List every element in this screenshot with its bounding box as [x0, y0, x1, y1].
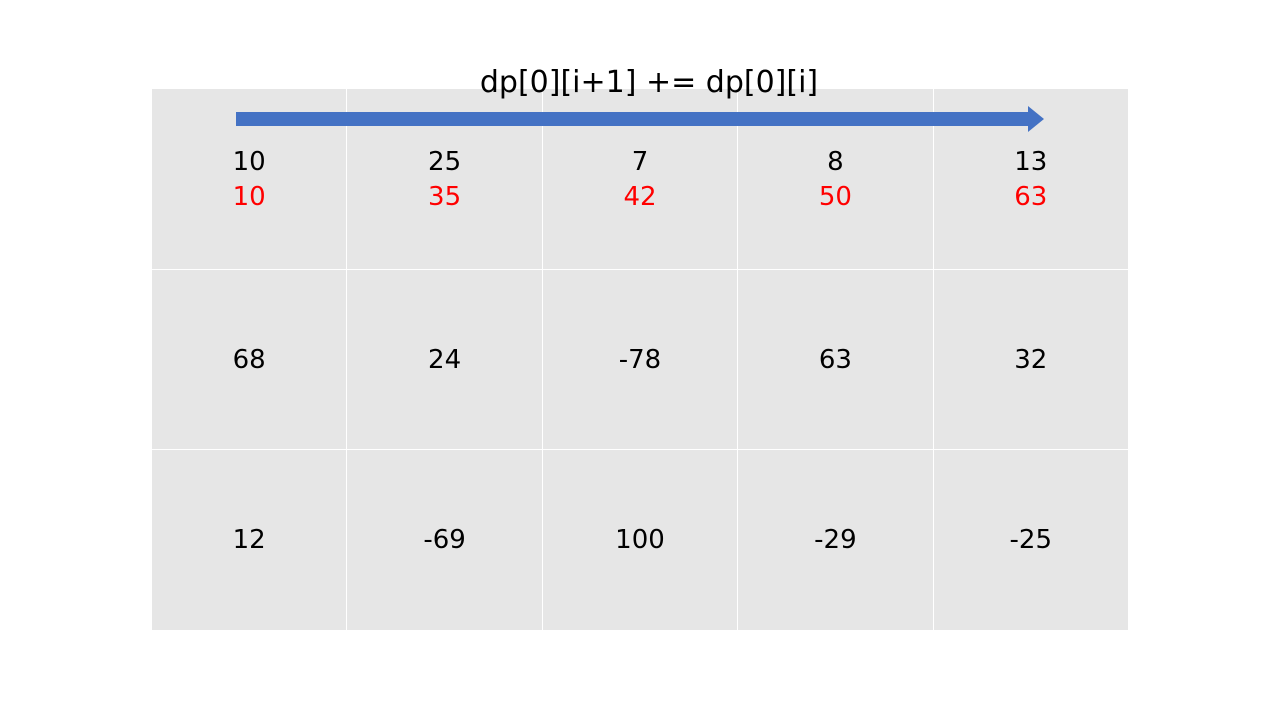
cell-accumulated-value: 10: [232, 182, 266, 212]
cell-value: -29: [814, 525, 857, 556]
cell-accumulated-value: 35: [428, 182, 462, 212]
cell-value: 100: [615, 525, 665, 556]
grid-cell-r2-c2: 100: [542, 450, 738, 630]
formula-label: dp[0][i+1] += dp[0][i]: [479, 65, 819, 100]
grid-cell-r2-c1: -69: [347, 450, 542, 630]
cell-accumulated-value: 63: [1014, 182, 1048, 212]
grid-cell-r1-c1: 24: [347, 269, 542, 450]
cell-value: 10: [232, 147, 266, 177]
cell-accumulated-value: 42: [623, 182, 657, 212]
cell-value: 12: [232, 525, 266, 556]
cell-value: 8: [827, 147, 844, 177]
cell-value: 63: [818, 344, 852, 375]
cell-value: 25: [428, 147, 462, 177]
dp-grid: 10 10 25 35 7 42 8 50 13 63 68 24 -78: [152, 89, 1128, 630]
cell-value: 13: [1014, 147, 1048, 177]
grid-cell-r1-c3: 63: [738, 269, 933, 450]
cell-value: 7: [631, 147, 649, 177]
grid-cell-r2-c0: 12: [152, 450, 347, 630]
cell-accumulated-value: 50: [818, 182, 852, 212]
cell-value: 24: [428, 344, 462, 375]
grid-cell-r1-c4: 32: [933, 269, 1128, 450]
grid-cell-r2-c4: -25: [933, 450, 1128, 630]
cell-value: -69: [423, 525, 466, 556]
cell-value: -78: [618, 344, 662, 375]
grid-cell-r2-c3: -29: [738, 450, 933, 630]
cell-value: -25: [1009, 525, 1053, 556]
cell-value: 32: [1014, 344, 1048, 375]
right-arrow-icon: [236, 106, 1044, 132]
grid-cell-r1-c0: 68: [152, 269, 347, 450]
grid-cell-r1-c2: -78: [542, 269, 738, 450]
cell-value: 68: [232, 344, 266, 375]
